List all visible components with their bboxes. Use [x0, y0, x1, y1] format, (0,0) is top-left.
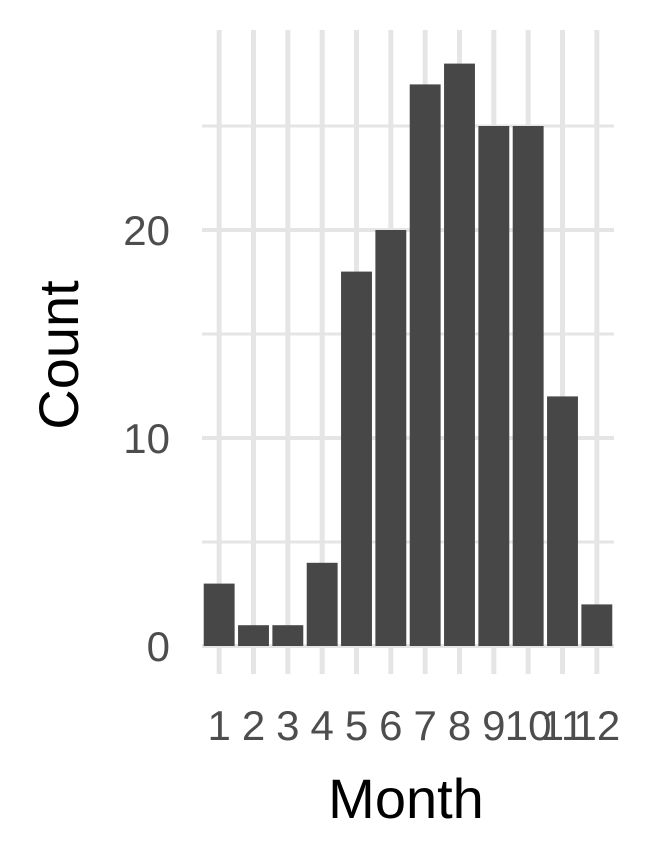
x-tick-label: 7 [413, 702, 436, 749]
x-tick-label: 1 [207, 702, 230, 749]
bar-month-3 [272, 625, 304, 646]
bar-month-8 [444, 63, 475, 647]
x-tick-label: 11 [541, 702, 585, 749]
bar-month-6 [375, 230, 407, 646]
y-axis-title: Count [27, 280, 90, 430]
bar-month-1 [203, 583, 235, 646]
y-tick-label: 10 [123, 415, 170, 462]
bar-month-4 [306, 562, 338, 646]
bar-month-11 [547, 396, 578, 646]
bar-month-7 [409, 84, 441, 646]
x-tick-label: 9 [482, 702, 505, 749]
x-axis-title: Month [328, 767, 484, 830]
x-tick-label: 12 [573, 702, 620, 749]
bar-month-10 [512, 126, 544, 646]
x-tick-label: 5 [345, 702, 368, 749]
x-tick-label: 6 [379, 702, 402, 749]
y-tick-label: 20 [123, 207, 170, 254]
bar-month-2 [238, 625, 269, 646]
x-tick-label: 8 [448, 702, 471, 749]
y-axis-ticks: 0 10 20 [123, 207, 170, 670]
x-tick-label: 10 [505, 702, 552, 749]
bar-month-12 [581, 604, 613, 646]
bar-month-9 [478, 126, 510, 646]
bar-month-5 [341, 271, 372, 646]
x-tick-label: 3 [276, 702, 299, 749]
y-tick-label: 0 [147, 623, 170, 670]
x-tick-label: 2 [242, 702, 265, 749]
x-tick-label: 4 [310, 702, 333, 749]
bars [203, 63, 613, 647]
